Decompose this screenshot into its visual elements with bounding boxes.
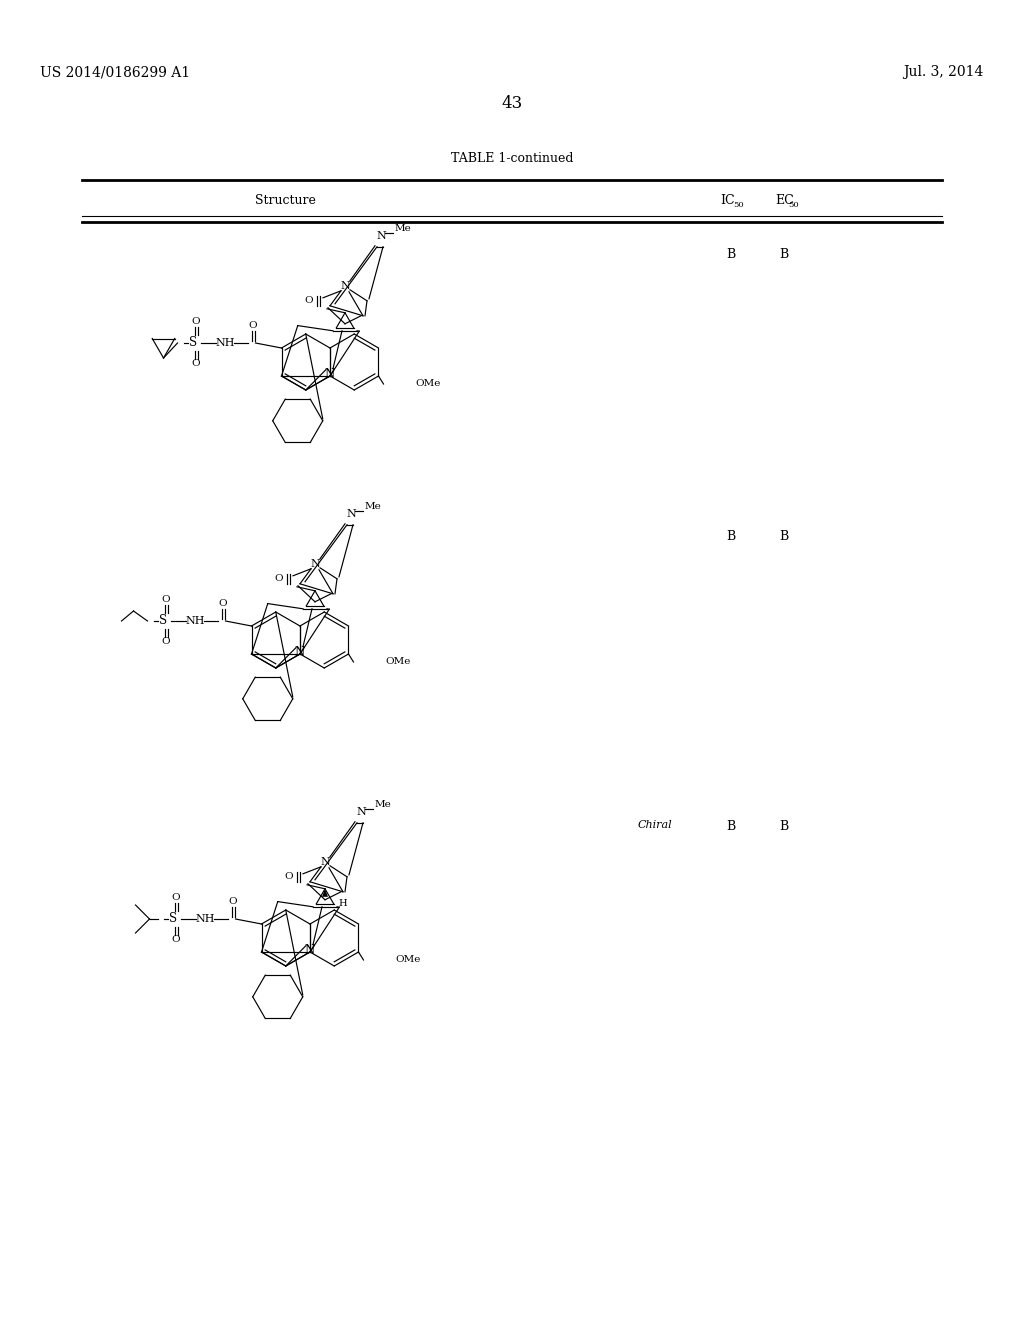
Text: O: O — [274, 574, 284, 583]
Text: B: B — [779, 531, 788, 543]
Text: B: B — [726, 248, 735, 261]
Polygon shape — [322, 888, 328, 896]
Text: OMe: OMe — [395, 956, 421, 965]
Text: O: O — [161, 638, 170, 647]
Text: B: B — [726, 820, 735, 833]
Text: S: S — [160, 615, 168, 627]
Text: N: N — [295, 645, 305, 659]
Text: IC: IC — [720, 194, 734, 206]
Text: N: N — [325, 368, 335, 381]
Text: O: O — [161, 595, 170, 605]
Text: N: N — [340, 281, 350, 290]
Text: N: N — [356, 807, 366, 817]
Text: US 2014/0186299 A1: US 2014/0186299 A1 — [40, 65, 190, 79]
Text: Me: Me — [395, 224, 412, 234]
Text: O: O — [305, 296, 313, 305]
Text: Jul. 3, 2014: Jul. 3, 2014 — [903, 65, 984, 79]
Text: 43: 43 — [502, 95, 522, 112]
Text: NH: NH — [216, 338, 236, 348]
Text: B: B — [779, 820, 788, 833]
Text: B: B — [779, 248, 788, 261]
Text: Structure: Structure — [255, 194, 315, 206]
Text: O: O — [218, 599, 226, 609]
Text: N: N — [310, 558, 319, 569]
Text: B: B — [726, 531, 735, 543]
Text: O: O — [228, 898, 237, 907]
Text: O: O — [191, 318, 200, 326]
Text: S: S — [189, 337, 198, 350]
Text: OMe: OMe — [416, 380, 441, 388]
Text: 50: 50 — [788, 201, 799, 209]
Text: N: N — [346, 508, 356, 519]
Text: O: O — [171, 936, 180, 945]
Text: H: H — [339, 899, 347, 908]
Text: N: N — [305, 944, 315, 957]
Text: Chiral: Chiral — [638, 820, 673, 830]
Text: NH: NH — [185, 616, 205, 626]
Text: OMe: OMe — [385, 657, 411, 667]
Text: O: O — [191, 359, 200, 368]
Text: 50: 50 — [733, 201, 743, 209]
Text: TABLE 1-continued: TABLE 1-continued — [451, 152, 573, 165]
Text: Me: Me — [365, 503, 382, 511]
Text: N: N — [376, 231, 386, 240]
Text: N: N — [321, 857, 330, 867]
Text: O: O — [285, 873, 293, 882]
Text: Me: Me — [375, 800, 392, 809]
Text: NH: NH — [196, 913, 215, 924]
Text: O: O — [248, 322, 257, 330]
Text: EC: EC — [775, 194, 794, 206]
Text: S: S — [169, 912, 177, 925]
Text: O: O — [171, 894, 180, 903]
